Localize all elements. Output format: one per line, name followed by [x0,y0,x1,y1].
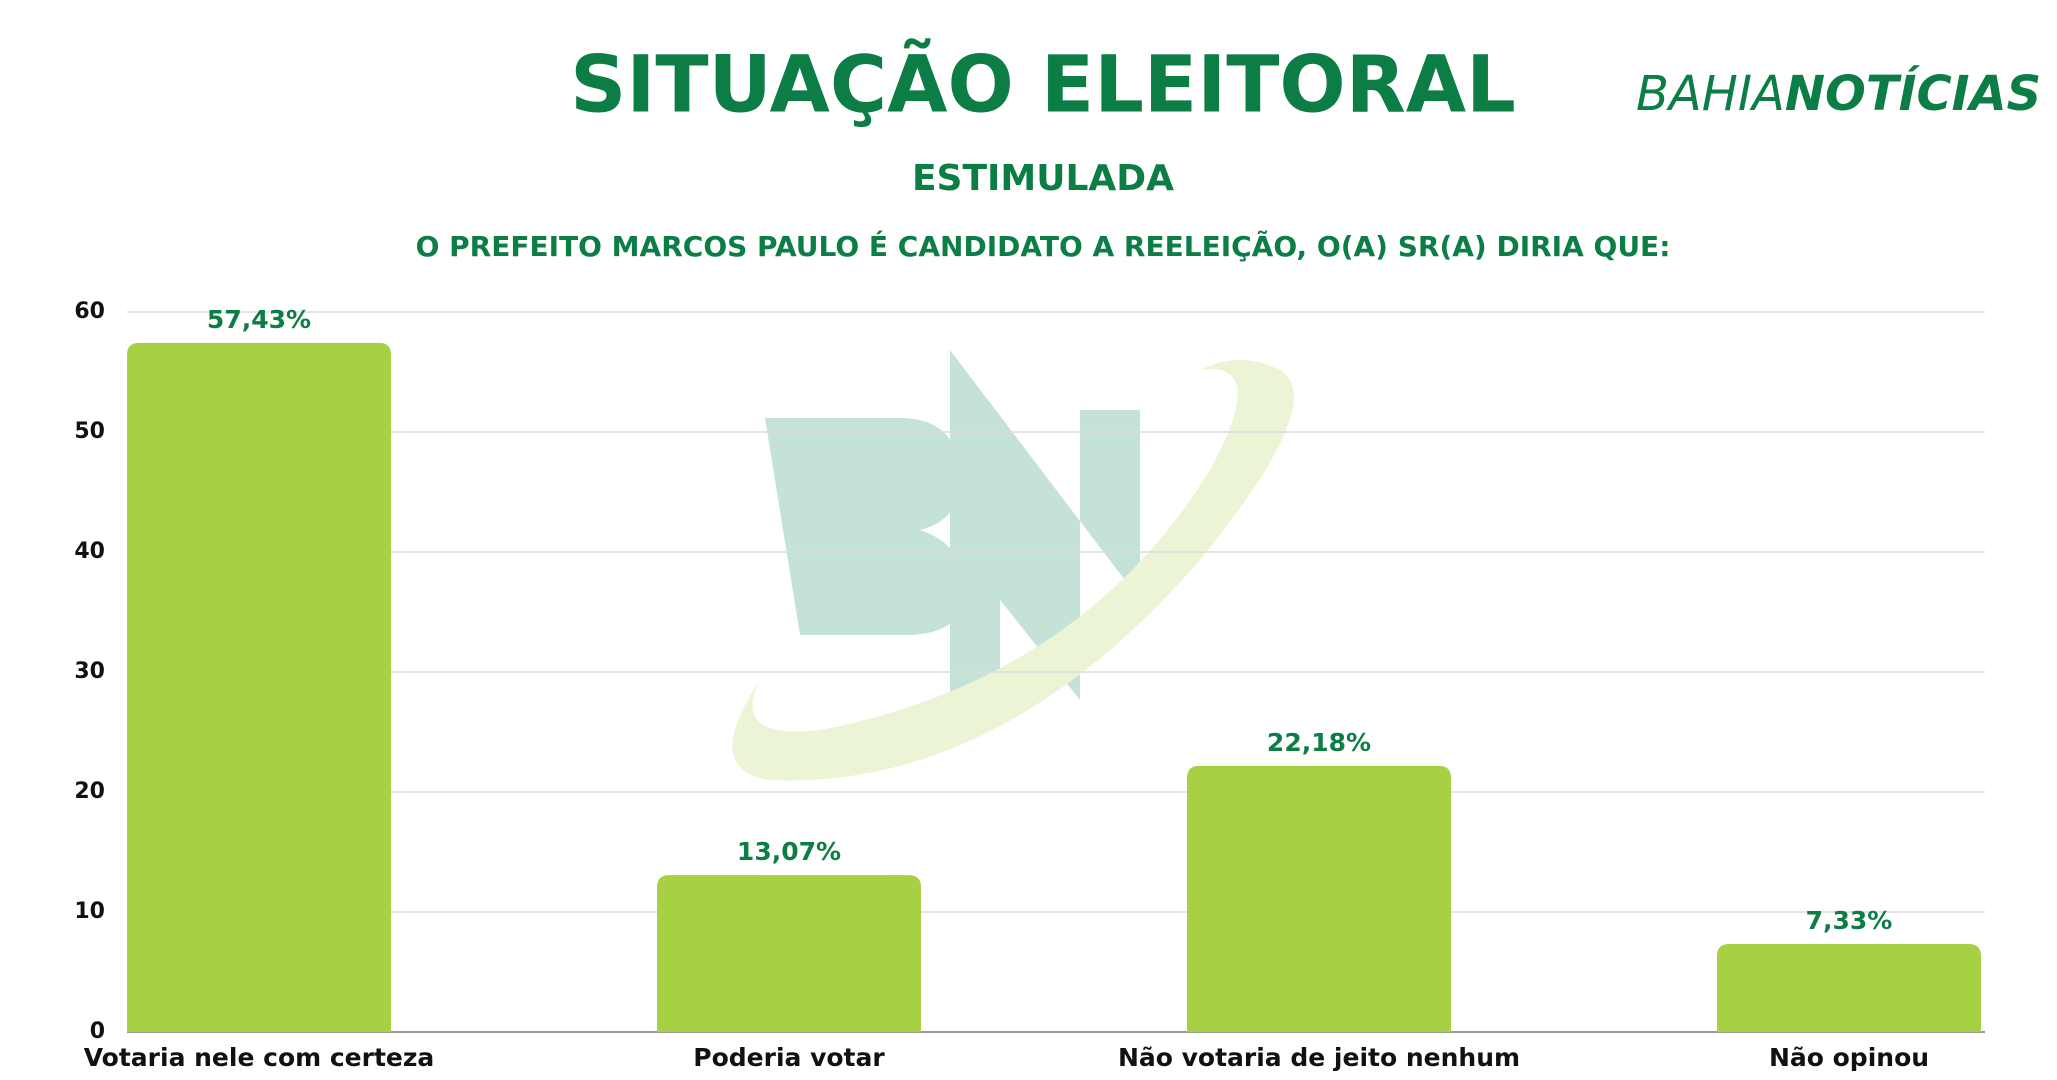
x-tick-label: Não votaria de jeito nenhum [1118,1043,1520,1072]
question: O PREFEITO MARCOS PAULO É CANDIDATO A RE… [416,229,1671,263]
value-label: 22,18% [1267,728,1371,757]
x-tick-label: Votaria nele com certeza [84,1043,435,1072]
logo: BAHIANOTÍCIAS [1636,65,2041,122]
watermark [732,350,1294,781]
y-tick-label: 10 [74,899,105,924]
bar [127,342,391,1033]
y-tick-label: 60 [74,299,105,324]
y-tick-label: 30 [74,659,105,684]
y-tick-label: 20 [74,779,105,804]
x-tick-label: Não opinou [1769,1043,1929,1072]
bar [1717,944,1981,1032]
logo-bold: NOTÍCIAS [1785,65,2041,122]
x-tick-label: Poderia votar [693,1043,885,1072]
value-label: 13,07% [737,837,841,866]
value-label: 7,33% [1806,906,1893,935]
y-tick-label: 40 [74,539,105,564]
chart-subtitle: ESTIMULADA [912,158,1174,199]
y-tick-label: 0 [90,1019,105,1044]
bar [1187,765,1451,1032]
value-label: 57,43% [207,305,311,334]
y-tick-label: 50 [74,419,105,444]
chart-title: SITUAÇÃO ELEITORAL [570,38,1516,130]
logo-light: BAHIA [1636,66,1785,122]
bar [657,875,921,1032]
